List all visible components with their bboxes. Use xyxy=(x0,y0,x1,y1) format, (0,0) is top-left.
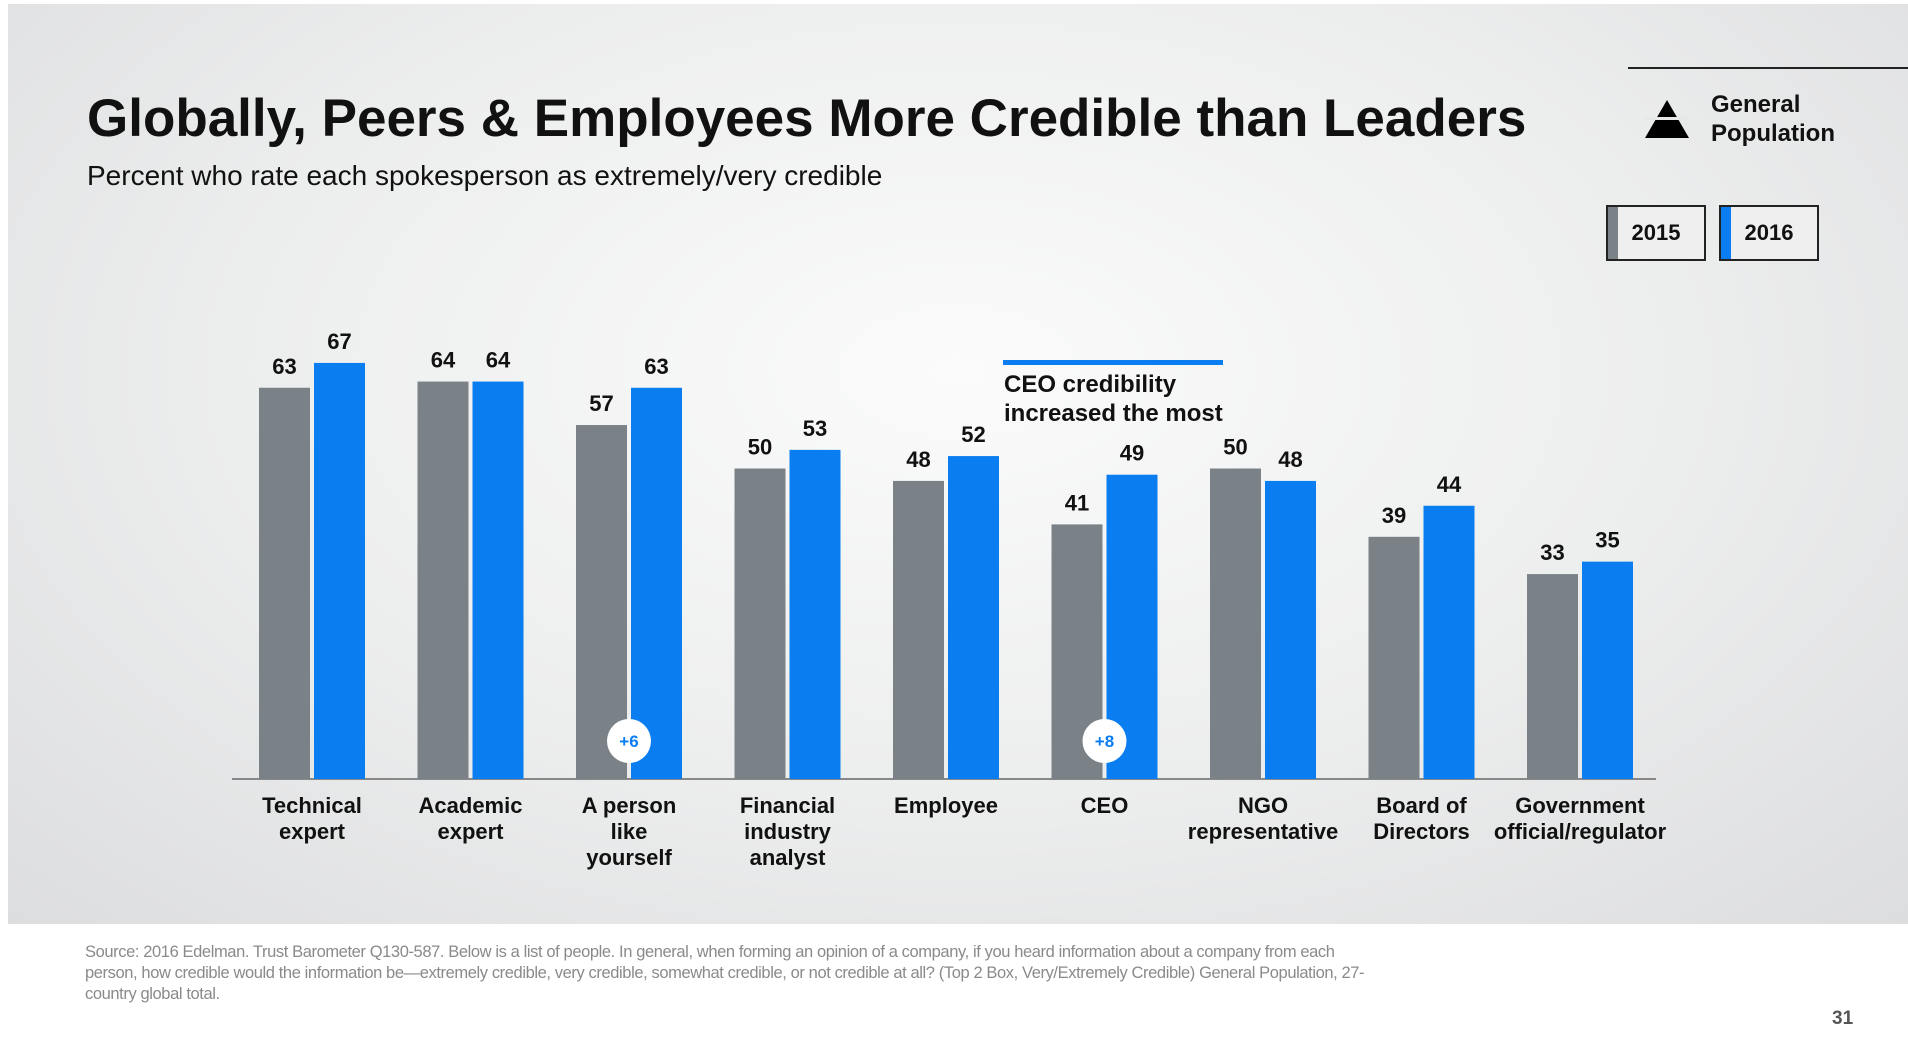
category-label: A person xyxy=(582,793,677,818)
category-label: NGO xyxy=(1238,793,1288,818)
bar-2015 xyxy=(1210,468,1261,779)
value-label: 63 xyxy=(272,354,296,379)
bar-2016 xyxy=(1265,480,1316,779)
bar-2015 xyxy=(576,425,627,779)
value-label: 44 xyxy=(1437,472,1462,497)
page-title: Globally, Peers & Employees More Credibl… xyxy=(87,89,1527,148)
category-label: analyst xyxy=(750,845,826,870)
value-label: 48 xyxy=(906,447,930,472)
value-label: 53 xyxy=(803,416,827,441)
category-label: Board of xyxy=(1376,793,1467,818)
legend-swatch-2015 xyxy=(1608,207,1618,259)
change-badge-label: +8 xyxy=(1095,732,1114,751)
bar-2015 xyxy=(259,387,310,779)
value-label: 57 xyxy=(589,391,613,416)
change-badge-label: +6 xyxy=(619,732,638,751)
bar-2016 xyxy=(948,456,999,779)
change-badge xyxy=(607,719,651,763)
category-label: Government xyxy=(1515,793,1645,818)
category-label: expert xyxy=(437,819,504,844)
legend-2016: 2016 xyxy=(1719,205,1819,261)
legend-label: 2015 xyxy=(1631,220,1681,245)
value-label: 35 xyxy=(1595,528,1619,553)
category-label: like xyxy=(611,819,648,844)
callout-line xyxy=(1003,360,1223,365)
value-label: 64 xyxy=(486,348,511,373)
bar-2015 xyxy=(417,381,469,779)
change-badge xyxy=(1082,719,1127,763)
triangle-stripe xyxy=(1645,117,1689,120)
value-label: 48 xyxy=(1278,447,1302,472)
divider xyxy=(1628,67,1908,69)
value-label: 52 xyxy=(961,422,985,447)
category-label: Employee xyxy=(894,793,998,818)
bar-2015 xyxy=(734,468,786,779)
category-label: Technical xyxy=(262,793,362,818)
source-note: Source: 2016 Edelman. Trust Barometer Q1… xyxy=(85,943,1365,1003)
bar-2016 xyxy=(1423,505,1475,779)
legend-2015: 2015 xyxy=(1606,205,1706,261)
category-label: Academic xyxy=(419,793,523,818)
category-label: Financial xyxy=(740,793,835,818)
category-label: official/regulator xyxy=(1494,819,1667,844)
bar-2016 xyxy=(1582,561,1633,779)
bar-2015 xyxy=(1368,536,1420,779)
category-label: CEO xyxy=(1081,793,1129,818)
category-label: representative xyxy=(1188,819,1338,844)
page-subtitle: Percent who rate each spokesperson as ex… xyxy=(87,160,883,191)
value-label: 64 xyxy=(431,348,456,373)
value-label: 63 xyxy=(644,354,668,379)
value-label: 50 xyxy=(748,435,772,460)
value-label: 67 xyxy=(327,329,351,354)
category-label: expert xyxy=(279,819,346,844)
value-label: 33 xyxy=(1540,540,1564,565)
ceo-callout: CEO credibility increased the most xyxy=(1004,371,1223,427)
page-number: 31 xyxy=(1832,1008,1854,1029)
legend-swatch-2016 xyxy=(1721,207,1731,259)
value-label: 41 xyxy=(1065,490,1089,515)
bar-2015 xyxy=(893,480,944,779)
bar-2015 xyxy=(1527,574,1578,779)
bar-2016 xyxy=(472,381,524,779)
bar-2016 xyxy=(631,387,682,779)
category-label: yourself xyxy=(586,845,672,870)
bar-2016 xyxy=(789,449,841,779)
value-label: 49 xyxy=(1120,441,1144,466)
value-label: 50 xyxy=(1223,435,1247,460)
population-label: General Population xyxy=(1711,91,1835,147)
bar-2016 xyxy=(314,362,365,779)
legend-label: 2016 xyxy=(1744,220,1794,245)
value-label: 39 xyxy=(1382,503,1406,528)
category-label: industry xyxy=(744,819,832,844)
category-label: Directors xyxy=(1373,819,1470,844)
